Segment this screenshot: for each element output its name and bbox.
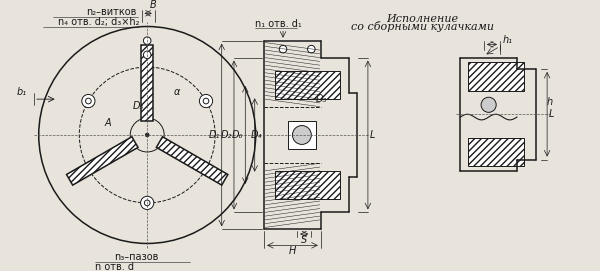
Circle shape (203, 98, 209, 104)
Circle shape (199, 94, 212, 108)
Text: L: L (549, 109, 554, 119)
Text: n₄ отв. d₂; d₃×h₂: n₄ отв. d₂; d₃×h₂ (58, 17, 139, 27)
Text: h₁: h₁ (503, 36, 513, 46)
Text: n₃–пазов: n₃–пазов (114, 252, 158, 262)
Circle shape (481, 97, 496, 112)
Text: D₃: D₃ (316, 94, 328, 104)
Bar (275, 71, 340, 99)
Circle shape (145, 133, 149, 137)
Circle shape (82, 94, 95, 108)
Circle shape (86, 98, 91, 104)
Polygon shape (67, 137, 138, 185)
Text: n₂–витков: n₂–витков (86, 7, 136, 17)
Text: Исполнение: Исполнение (386, 14, 458, 24)
Circle shape (292, 125, 311, 144)
Bar (288, 121, 316, 149)
Text: L: L (370, 130, 375, 140)
Text: D₆: D₆ (232, 130, 244, 140)
Text: n отв. d: n отв. d (95, 262, 134, 271)
Bar (275, 171, 340, 199)
Text: b₁: b₁ (17, 87, 27, 97)
Text: h: h (547, 97, 553, 107)
Bar (468, 62, 524, 91)
Text: A: A (105, 118, 112, 128)
Text: H: H (289, 246, 296, 256)
Circle shape (308, 45, 315, 53)
Circle shape (140, 196, 154, 209)
Text: B: B (150, 0, 157, 10)
Text: D₅: D₅ (133, 101, 145, 111)
Text: α: α (173, 87, 180, 97)
Polygon shape (157, 137, 228, 185)
Text: со сборными кулачками: со сборными кулачками (351, 21, 494, 32)
Text: n₁ отв. d₁: n₁ отв. d₁ (255, 18, 301, 28)
Circle shape (145, 200, 150, 206)
Text: D₄: D₄ (251, 130, 262, 140)
Circle shape (143, 51, 151, 59)
Circle shape (143, 37, 151, 44)
Text: D₂: D₂ (221, 130, 232, 140)
Bar (468, 138, 524, 166)
Circle shape (279, 45, 287, 53)
Text: D₁: D₁ (208, 130, 220, 140)
Polygon shape (141, 45, 154, 121)
Text: S: S (301, 234, 307, 244)
